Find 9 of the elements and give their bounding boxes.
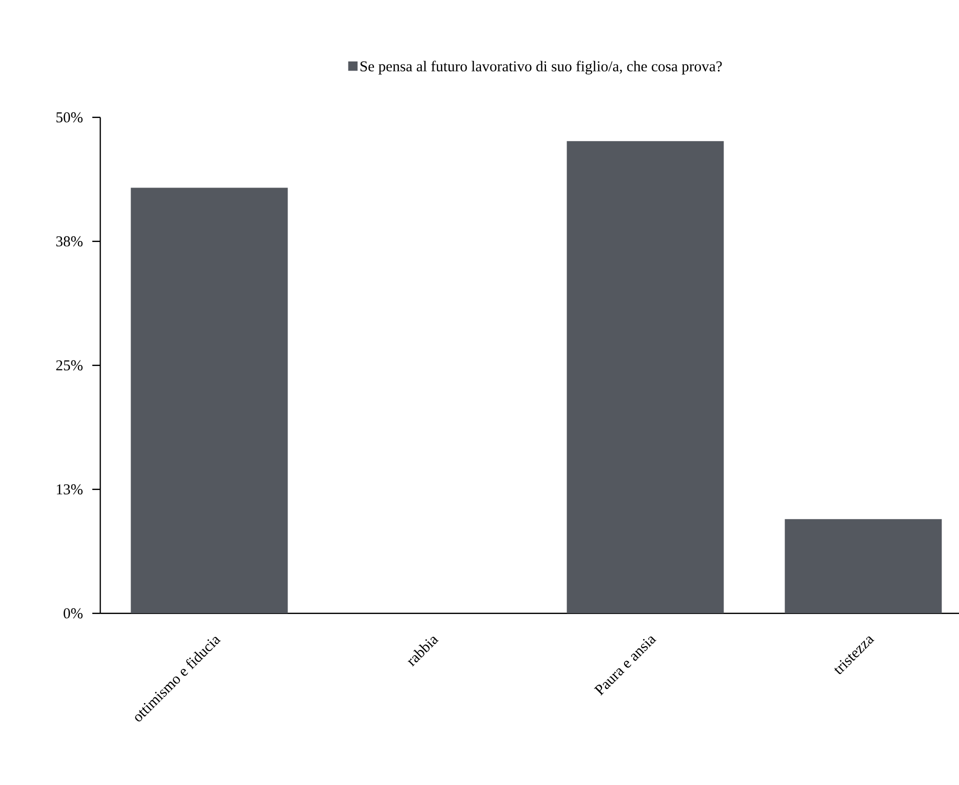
y-tick-label: 25% bbox=[56, 360, 83, 370]
y-tick-label: 13% bbox=[56, 484, 83, 494]
bar bbox=[130, 188, 288, 614]
y-tick-label: 50% bbox=[56, 112, 83, 122]
bar bbox=[784, 519, 942, 614]
legend-label: Se pensa al futuro lavorativo di suo figlio/a, che cosa prova? bbox=[360, 60, 722, 74]
y-tick-label: 38% bbox=[56, 236, 83, 246]
y-tick-label: 0% bbox=[64, 608, 83, 618]
bar bbox=[566, 141, 724, 614]
